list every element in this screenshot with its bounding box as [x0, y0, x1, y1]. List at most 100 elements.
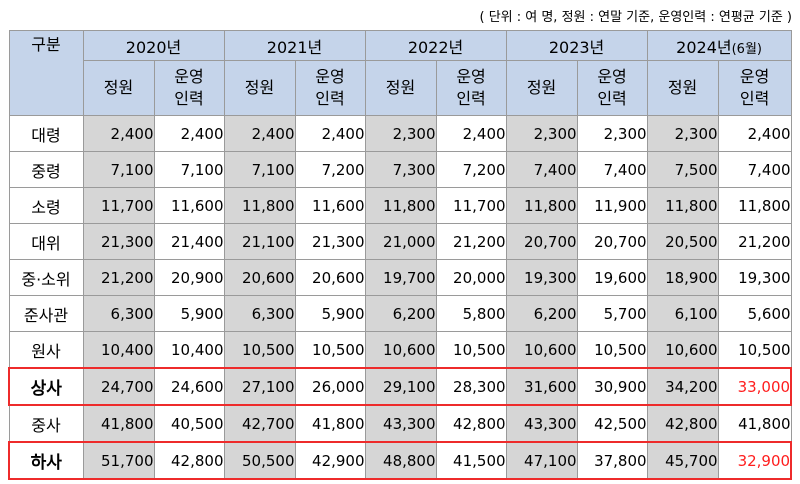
actual-cell: 7,200	[294, 151, 366, 188]
actual-cell: 11,700	[435, 187, 507, 224]
actual-cell: 42,500	[576, 404, 648, 443]
quota-cell: 7,100	[82, 151, 155, 188]
table-row: 대령 2,400 2,400 2,400 2,400 2,300 2,400 2,300 2,3…	[8, 115, 792, 152]
year-header: 2024년(6월)	[646, 30, 792, 61]
quota-cell: 47,100	[505, 441, 578, 480]
actual-cell: 5,600	[717, 295, 792, 332]
actual-cell: 10,500	[717, 331, 792, 369]
actual-header-line1: 운영	[739, 67, 770, 86]
quota-cell: 2,400	[223, 115, 296, 152]
actual-cell: 41,500	[435, 441, 507, 480]
actual-header: 운영 인력	[294, 60, 366, 116]
actual-cell: 42,800	[435, 404, 507, 443]
actual-cell: 5,700	[576, 295, 648, 332]
quota-cell: 50,500	[223, 441, 296, 480]
actual-cell: 41,800	[717, 404, 792, 443]
quota-cell: 41,800	[82, 404, 155, 443]
table-row: 상사 24,700 24,600 27,100 26,000 29,100 28,300 31…	[8, 367, 793, 406]
actual-header-line1: 운영	[456, 67, 486, 86]
rank-label: 중·소위	[8, 259, 84, 296]
actual-cell: 10,500	[576, 331, 648, 369]
rank-label: 원사	[8, 331, 84, 369]
quota-header: 정원	[82, 60, 155, 116]
actual-cell: 21,400	[153, 223, 225, 260]
quota-cell: 7,400	[505, 151, 578, 188]
quota-cell: 27,100	[223, 367, 296, 406]
actual-cell: 2,400	[717, 115, 792, 152]
year-label: 2021년	[266, 37, 323, 57]
actual-cell: 7,400	[576, 151, 648, 188]
rank-label: 소령	[8, 187, 84, 224]
year-label: 2020년	[125, 37, 182, 57]
actual-cell: 26,000	[294, 367, 366, 406]
rank-label: 상사	[8, 367, 84, 406]
actual-cell: 7,200	[435, 151, 507, 188]
table-body: 대령 2,400 2,400 2,400 2,400 2,300 2,400 2,300 2,3…	[8, 115, 793, 480]
year-header: 2021년	[223, 30, 366, 61]
actual-header-line1: 운영	[597, 67, 627, 86]
actual-cell: 7,400	[717, 151, 792, 188]
actual-cell: 5,900	[153, 295, 225, 332]
table-row: 중령 7,100 7,100 7,100 7,200 7,300 7,200 7,400 7,4…	[8, 151, 792, 188]
quota-cell: 6,300	[223, 295, 296, 332]
quota-cell: 10,600	[646, 331, 719, 369]
actual-cell: 24,600	[153, 367, 225, 406]
actual-cell: 40,500	[153, 404, 225, 443]
quota-cell: 21,100	[223, 223, 296, 260]
table-row: 중·소위 21,200 20,900 20,600 20,600 19,700 20,000…	[8, 259, 792, 296]
actual-cell: 20,700	[576, 223, 648, 260]
quota-cell: 11,800	[223, 187, 296, 224]
quota-cell: 11,800	[505, 187, 578, 224]
actual-cell: 2,400	[294, 115, 366, 152]
quota-cell: 18,900	[646, 259, 719, 296]
corner-header: 구분	[8, 30, 84, 116]
personnel-table: 구분 2020년 2021년 2022년 2023년 2024년(6월) 정원 운…	[8, 30, 793, 480]
quota-cell: 19,300	[505, 259, 578, 296]
quota-cell: 34,200	[646, 367, 719, 406]
actual-cell: 30,900	[576, 367, 648, 406]
unit-note: ( 단위 : 여 명, 정원 : 연말 기준, 운영인력 : 연평균 기준 )	[479, 10, 792, 25]
actual-cell: 11,800	[717, 187, 792, 224]
actual-header-line2: 인력	[739, 89, 770, 108]
rank-label: 하사	[8, 441, 84, 480]
actual-cell: 42,800	[153, 441, 225, 480]
actual-header-line2: 인력	[456, 89, 486, 108]
actual-cell: 7,100	[153, 151, 225, 188]
quota-cell: 6,200	[364, 295, 437, 332]
quota-cell: 10,400	[82, 331, 155, 369]
actual-header: 운영 인력	[153, 60, 225, 116]
actual-cell: 10,400	[153, 331, 225, 369]
quota-cell: 20,600	[223, 259, 296, 296]
table-row: 대위 21,300 21,400 21,100 21,300 21,000 21,200 20…	[8, 223, 792, 260]
table-row: 중사 41,800 40,500 42,700 41,800 43,300 42,800 43…	[8, 404, 792, 443]
rank-label: 중사	[8, 404, 84, 443]
quota-cell: 48,800	[364, 441, 437, 480]
quota-cell: 20,500	[646, 223, 719, 260]
year-suffix: (6월)	[731, 41, 762, 57]
actual-cell: 11,900	[576, 187, 648, 224]
year-header: 2020년	[82, 30, 225, 61]
actual-cell: 32,900	[717, 441, 793, 480]
quota-cell: 45,700	[646, 441, 719, 480]
year-label: 2023년	[548, 37, 605, 57]
rank-label: 준사관	[8, 295, 84, 332]
quota-cell: 43,300	[364, 404, 437, 443]
year-header: 2023년	[505, 30, 648, 61]
quota-cell: 10,600	[505, 331, 578, 369]
actual-cell: 5,800	[435, 295, 507, 332]
quota-cell: 11,800	[364, 187, 437, 224]
actual-cell: 19,300	[717, 259, 792, 296]
year-label: 2024년	[676, 37, 732, 57]
quota-cell: 7,300	[364, 151, 437, 188]
quota-cell: 7,100	[223, 151, 296, 188]
table-row: 하사 51,700 42,800 50,500 42,900 48,800 41,500 47…	[8, 441, 793, 480]
quota-cell: 11,700	[82, 187, 155, 224]
quota-cell: 2,400	[82, 115, 155, 152]
table-row: 준사관 6,300 5,900 6,300 5,900 6,200 5,800 6,200 5,…	[8, 295, 792, 332]
quota-cell: 20,700	[505, 223, 578, 260]
quota-cell: 6,100	[646, 295, 719, 332]
quota-cell: 7,500	[646, 151, 719, 188]
quota-cell: 6,200	[505, 295, 578, 332]
quota-cell: 24,700	[82, 367, 155, 406]
actual-header-line2: 인력	[597, 89, 627, 108]
